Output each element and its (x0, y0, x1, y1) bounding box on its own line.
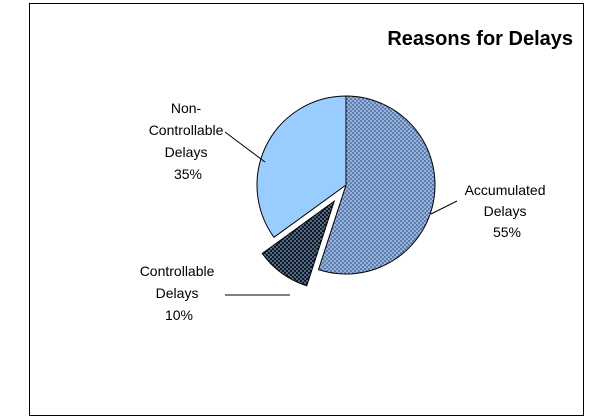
slice-label-controllable-line3: 10% (165, 307, 193, 323)
pie-slices (256, 95, 436, 287)
leader-line-non-controllable (224, 131, 266, 163)
slice-label-accumulated-line1: Accumulated (465, 182, 546, 198)
slice-label-accumulated-line2: Delays (484, 203, 527, 219)
chart-frame: Reasons for Delays Accumulated Delays 55… (29, 3, 584, 416)
pie-chart: Reasons for Delays Accumulated Delays 55… (140, 28, 573, 323)
slice-label-controllable: Controllable Delays 10% (140, 263, 219, 323)
slice-label-non-controllable-line1: Non- (171, 100, 202, 116)
pie-slice-accumulated (317, 95, 436, 275)
pie-slice-controllable (261, 199, 336, 287)
slice-label-accumulated: Accumulated Delays 55% (465, 182, 550, 240)
slice-label-accumulated-line3: 55% (493, 224, 521, 240)
slice-label-controllable-line1: Controllable (140, 263, 215, 279)
slice-label-controllable-line2: Delays (156, 285, 199, 301)
leader-line-accumulated (430, 200, 458, 215)
slice-label-non-controllable-line4: 35% (174, 166, 202, 182)
slice-label-non-controllable-line3: Delays (165, 144, 208, 160)
chart-title: Reasons for Delays (387, 28, 573, 50)
slice-label-non-controllable: Non- Controllable Delays 35% (149, 100, 228, 182)
slice-label-non-controllable-line2: Controllable (149, 122, 224, 138)
pie-slice-non-controllable (256, 95, 347, 239)
